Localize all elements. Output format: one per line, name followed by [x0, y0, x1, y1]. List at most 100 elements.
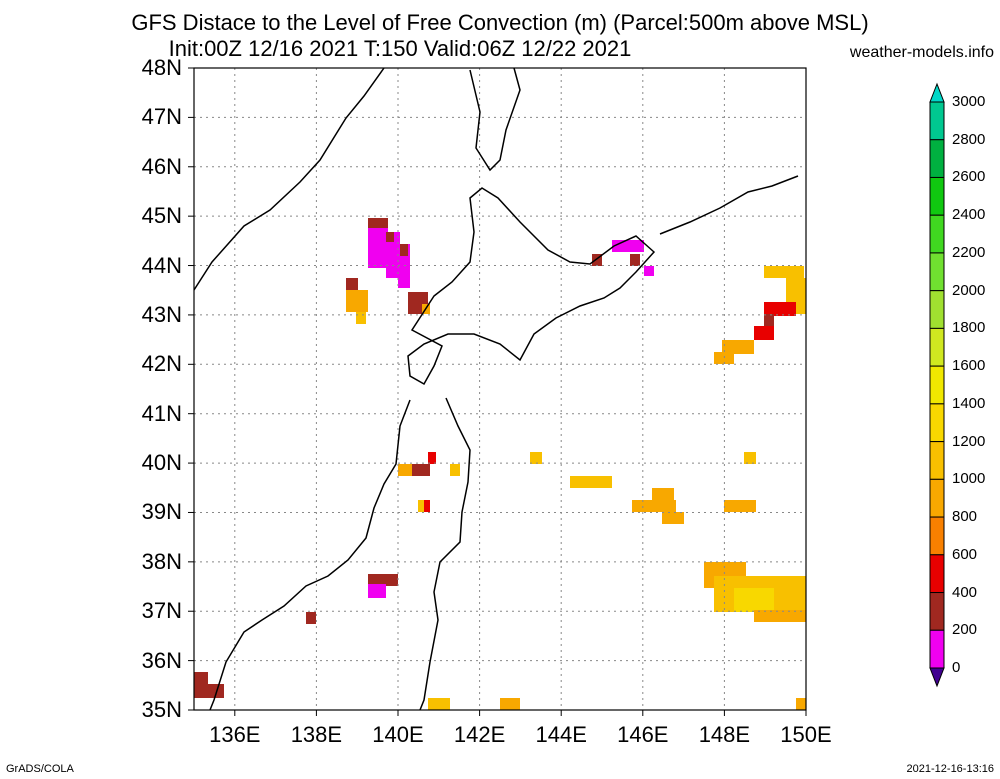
lat-label: 37N — [141, 598, 182, 624]
cell — [714, 352, 734, 364]
cell — [652, 488, 674, 502]
lat-label: 39N — [141, 499, 182, 525]
lon-label: 146E — [617, 722, 669, 747]
cell — [306, 612, 316, 624]
colorbar-segment — [929, 290, 945, 329]
cell — [368, 218, 388, 268]
cell — [368, 574, 398, 586]
cell — [412, 464, 430, 476]
cell — [530, 452, 542, 464]
lat-label: 48N — [141, 55, 182, 80]
cell — [500, 698, 520, 710]
colorbar-segment — [929, 365, 945, 405]
cell — [424, 500, 430, 512]
lat-label: 43N — [141, 301, 182, 327]
colorbar-segment — [929, 592, 945, 631]
cell — [764, 302, 796, 316]
colorbar-label: 400 — [952, 583, 978, 601]
cell — [644, 266, 654, 276]
cell — [356, 312, 366, 324]
colorbar-segment — [929, 478, 945, 518]
lon-label: 136E — [209, 722, 261, 747]
colorbar-segment — [929, 516, 945, 556]
lat-label: 38N — [141, 548, 182, 574]
title-line-2: Init:00Z 12/16 2021 T:150 Valid:06Z 12/2… — [168, 36, 632, 61]
colorbar-label: 2400 — [952, 206, 986, 224]
lon-label: 144E — [535, 722, 587, 747]
colorbar-label: 2600 — [952, 168, 986, 186]
colorbar-segment — [929, 327, 945, 367]
coastlines — [193, 67, 799, 711]
lat-label: 46N — [141, 153, 182, 179]
lon-label: 142E — [453, 722, 506, 747]
lon-label: 150E — [780, 722, 832, 747]
cell — [194, 672, 208, 686]
colorbar-arrow-top — [929, 82, 945, 103]
cell — [386, 232, 394, 242]
site-credit: weather-models.info — [849, 44, 994, 61]
colorbar-label: 1600 — [952, 357, 986, 375]
cell — [428, 698, 450, 710]
footer-timestamp: 2021-12-16-13:16 — [906, 763, 994, 775]
colorbar-segment — [929, 252, 945, 292]
graticule — [194, 68, 806, 710]
cell — [722, 340, 754, 354]
colorbar-segment — [929, 214, 945, 254]
lat-label: 44N — [141, 252, 182, 278]
lat-label: 45N — [141, 203, 182, 229]
colorbar-segment — [929, 176, 945, 216]
lon-label: 148E — [698, 722, 751, 747]
title-line-1: GFS Distace to the Level of Free Convect… — [131, 10, 869, 35]
lat-label: 41N — [141, 400, 182, 426]
colorbar-label: 2000 — [952, 281, 986, 299]
lat-label: 40N — [141, 450, 182, 476]
colorbar-label: 0 — [952, 659, 961, 676]
cell — [428, 452, 436, 464]
cell — [754, 326, 774, 340]
kuril-coast — [659, 175, 799, 235]
cell — [398, 464, 412, 476]
footer-credit: GrADS/COLA — [6, 763, 74, 775]
cell — [368, 584, 386, 598]
colorbar-label: 800 — [952, 508, 978, 526]
colorbar-segment — [929, 101, 945, 141]
cell — [346, 278, 358, 292]
cell — [734, 588, 774, 612]
colorbar-segment — [929, 403, 945, 443]
honshu-east-coast — [419, 397, 471, 711]
colorbar-segment — [929, 139, 945, 178]
cell — [632, 500, 676, 512]
colorbar-label: 1200 — [952, 432, 986, 450]
cell — [592, 254, 602, 266]
colorbar-label: 1400 — [952, 394, 986, 412]
lon-label: 140E — [372, 722, 424, 747]
colorbar-label: 3000 — [952, 93, 986, 110]
cell — [630, 254, 640, 266]
cell — [764, 314, 774, 326]
asia-coast — [193, 67, 385, 291]
colorbar-arrow-bottom — [929, 667, 945, 688]
lat-label: 35N — [141, 697, 182, 722]
colorbar-segment — [929, 554, 945, 594]
colorbar-segment — [929, 441, 945, 480]
cell — [796, 698, 806, 710]
lat-label: 47N — [141, 104, 182, 130]
sakhalin-coast — [469, 67, 521, 172]
honshu-coast — [209, 399, 411, 711]
colorbar-label: 1000 — [952, 470, 986, 488]
cell — [764, 266, 804, 278]
colorbar-label: 200 — [952, 621, 978, 639]
hokkaido-coast — [407, 187, 656, 386]
colorbar-label: 1800 — [952, 319, 986, 337]
cell — [754, 610, 806, 622]
cell — [570, 476, 612, 488]
cell — [386, 232, 400, 278]
axis-ticks — [188, 67, 807, 716]
cell — [450, 464, 460, 476]
map-frame — [193, 67, 807, 711]
cell — [744, 452, 756, 464]
cell — [346, 290, 368, 312]
cell — [368, 218, 388, 228]
